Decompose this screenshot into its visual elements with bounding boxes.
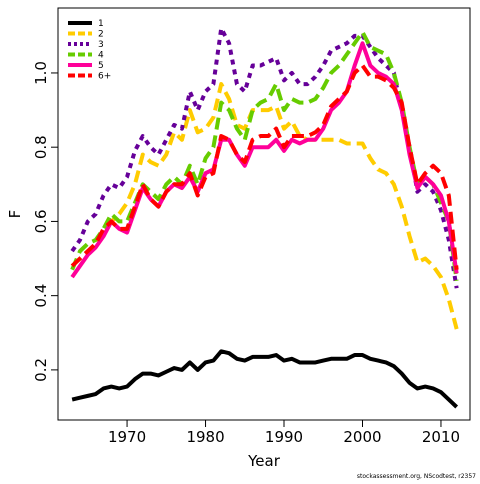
- series-line: [70, 82, 459, 330]
- source-note: stockassessment.org, NScodtest, r2357: [357, 473, 476, 480]
- x-axis-label: Year: [247, 452, 281, 470]
- plot-frame: [57, 7, 471, 421]
- series-line: [70, 26, 459, 289]
- series-line: [70, 41, 459, 279]
- x-tick-label: 1990: [265, 428, 303, 446]
- x-tick-label: 1980: [186, 428, 224, 446]
- legend-label: 4: [98, 51, 104, 61]
- series-line: [70, 63, 459, 270]
- x-tick-label: 2010: [422, 428, 460, 446]
- legend-label: 6+: [98, 72, 111, 82]
- legend-label: 1: [98, 19, 104, 29]
- x-tick-label: 2000: [343, 428, 381, 446]
- series-line: [71, 349, 459, 409]
- x-tick-label: 1970: [108, 428, 146, 446]
- y-tick-label: 0.6: [32, 209, 50, 233]
- y-tick-label: 0.4: [32, 284, 50, 308]
- legend-label: 5: [98, 61, 104, 71]
- legend-label: 3: [98, 40, 104, 50]
- series-line: [70, 30, 459, 282]
- y-tick-label: 0.8: [32, 135, 50, 159]
- legend-label: 2: [98, 30, 104, 40]
- y-axis-label: F: [6, 210, 24, 219]
- y-tick-label: 1.0: [32, 61, 50, 85]
- y-tick-label: 0.2: [32, 358, 50, 382]
